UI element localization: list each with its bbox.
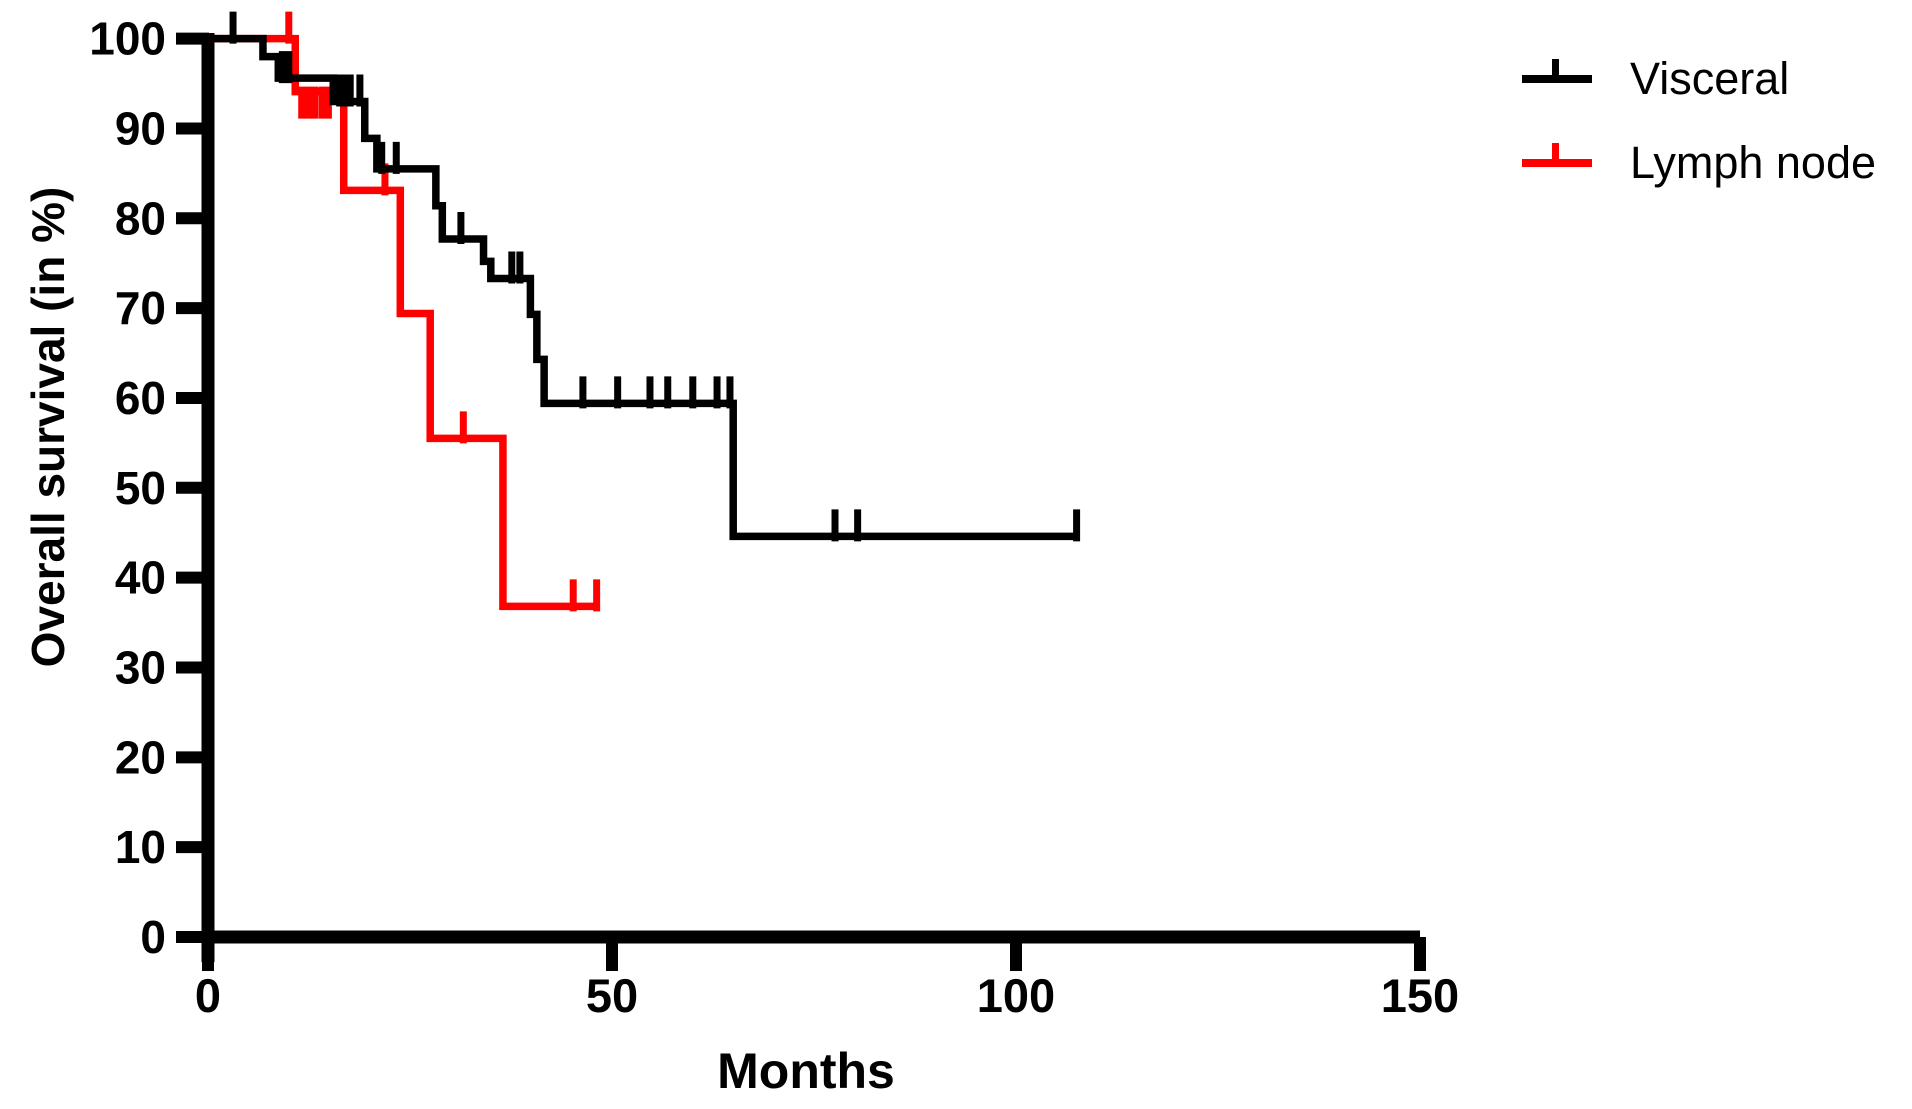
legend-key-line [1522, 59, 1592, 83]
x-axis-title: Months [717, 1043, 895, 1099]
y-axis-title: Overall survival (in %) [22, 186, 74, 668]
y-tick-label: 30 [115, 641, 166, 693]
legend-key-censor-tick [1552, 143, 1559, 167]
visceral-curve [208, 34, 1077, 541]
y-tick-label: 50 [115, 462, 166, 514]
lymph-node-curve [208, 34, 597, 611]
legend: Visceral Lymph node [1522, 52, 1876, 190]
y-tick-label: 90 [115, 102, 166, 154]
y-tick-label: 40 [115, 552, 166, 604]
y-tick-label: 20 [115, 731, 166, 783]
y-tick-label: 10 [115, 821, 166, 873]
y-tick-label: 80 [115, 192, 166, 244]
x-tick-label: 50 [586, 969, 638, 1022]
legend-key-censor-tick [1552, 59, 1559, 83]
y-tick-label: 60 [115, 372, 166, 424]
y-tick-label: 70 [115, 282, 166, 334]
legend-label: Visceral [1630, 53, 1790, 104]
x-tick-label: 0 [195, 969, 221, 1022]
legend-item-visceral: Visceral [1522, 52, 1876, 106]
legend-key-line [1522, 143, 1592, 167]
x-tick-label: 100 [977, 969, 1055, 1022]
x-tick-label: 150 [1381, 969, 1459, 1022]
y-tick-label: 100 [89, 13, 166, 65]
legend-label: Lymph node [1630, 137, 1877, 188]
legend-item-lymph-node: Lymph node [1522, 136, 1876, 190]
y-tick-label: 0 [140, 911, 166, 963]
